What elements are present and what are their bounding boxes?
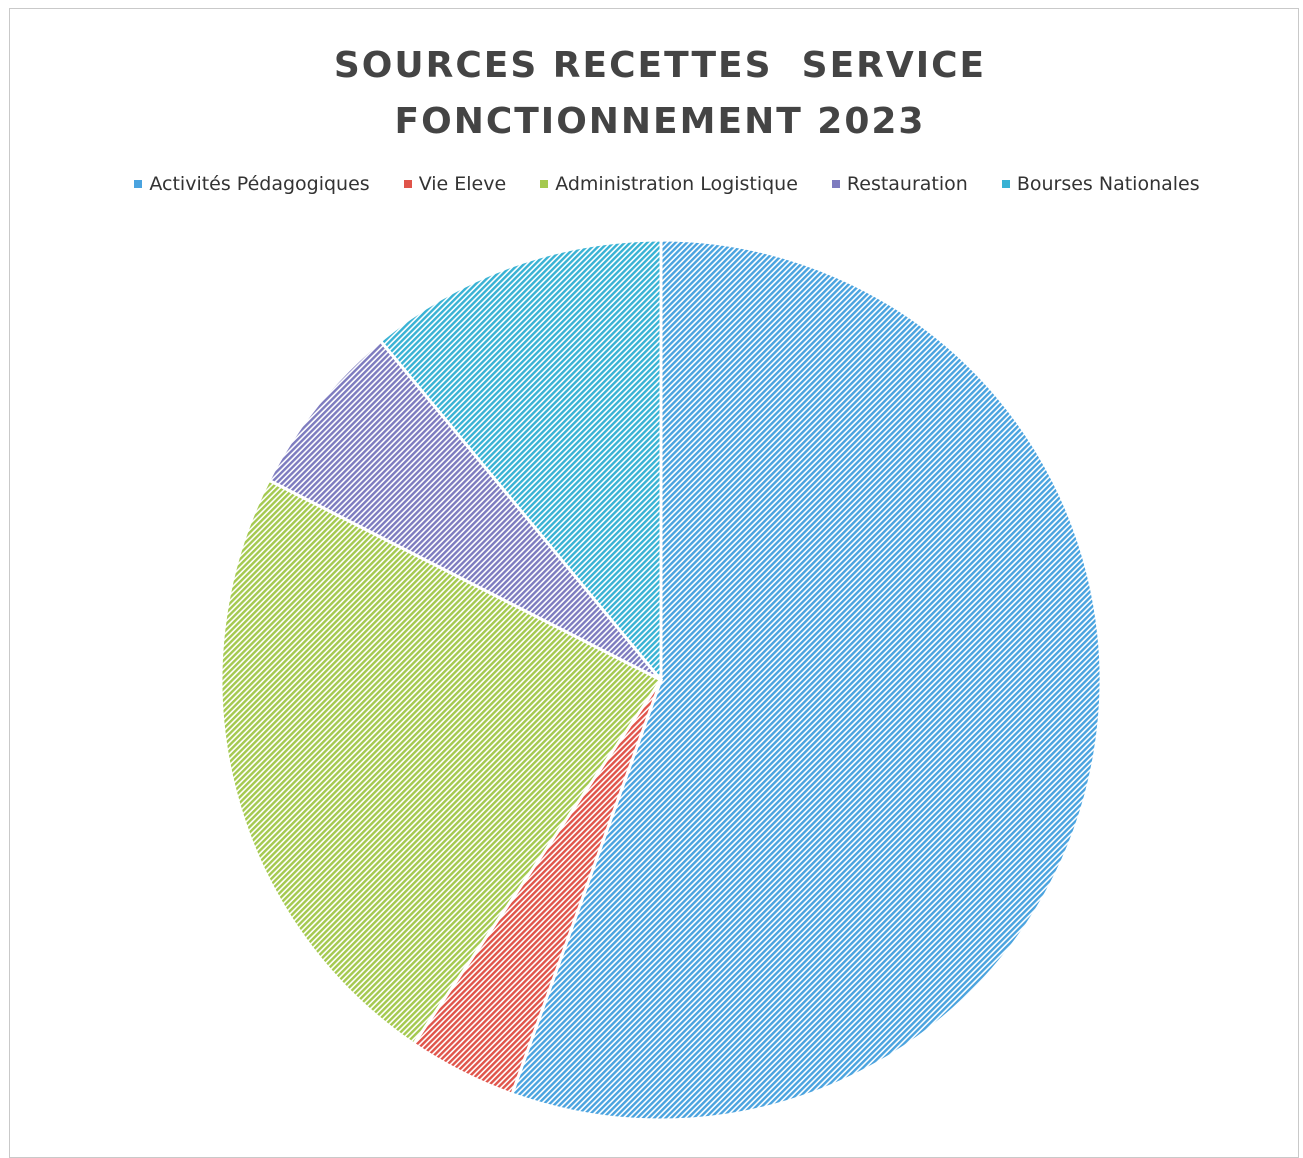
pie-slice <box>266 338 663 682</box>
legend-swatch <box>403 180 412 188</box>
pie-slice <box>378 238 663 685</box>
legend-item: Activités Pédagogiques <box>134 173 370 195</box>
chart-legend: Activités Pédagogiques Vie Eleve Administr… <box>0 173 1303 195</box>
legend-item: Administration Logistique <box>540 173 798 195</box>
legend-label: Administration Logistique <box>555 173 798 195</box>
legend-item: Vie Eleve <box>403 173 507 195</box>
pie-slice <box>510 238 1103 1122</box>
legend-label: Vie Eleve <box>418 173 507 195</box>
legend-swatch <box>1001 180 1010 188</box>
chart-title-line-1: SOURCES RECETTES SERVICE <box>333 45 987 86</box>
legend-label: Activités Pédagogiques <box>149 173 370 195</box>
legend-swatch <box>134 180 143 188</box>
chart-title: SOURCES RECETTES SERVICE FONCTIONNEMENT … <box>0 38 1303 150</box>
legend-swatch <box>540 180 549 188</box>
legend-label: Restauration <box>846 173 968 195</box>
legend-swatch <box>831 180 840 188</box>
legend-label: Bourses Nationales <box>1016 173 1200 195</box>
legend-item: Restauration <box>831 173 968 195</box>
pie-slice <box>219 478 664 1047</box>
legend-item: Bourses Nationales <box>1001 173 1200 195</box>
chart-title-line-2: FONCTIONNEMENT 2023 <box>394 101 926 142</box>
